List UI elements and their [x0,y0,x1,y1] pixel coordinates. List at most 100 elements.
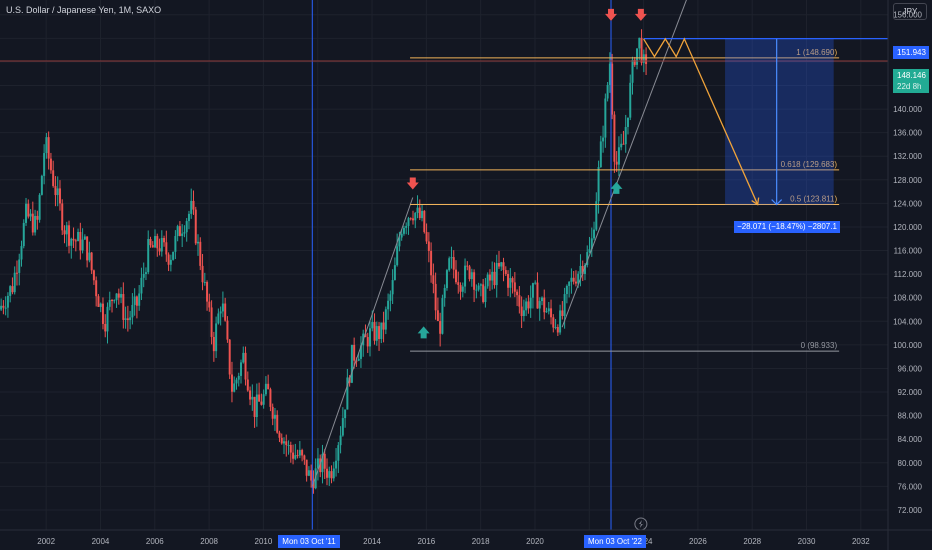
candle-body [568,281,571,286]
candle-body [339,435,342,446]
candle-body [645,54,648,65]
candle-body [135,296,138,306]
candle-body [484,286,487,302]
candle-body [267,383,270,390]
candle-body [192,200,195,210]
candle-body [430,250,433,276]
candle-body [534,282,537,284]
candle-body [81,239,84,251]
price-tick-label: 88.000 [898,412,923,421]
candle-body [613,114,616,162]
time-tag-left: Mon 03 Oct '11 [278,535,340,548]
candle-body [269,389,272,407]
candle-body [572,277,575,282]
candle-body [414,212,417,221]
candle-body [493,271,496,286]
candle-body [536,282,539,309]
candle-body [240,362,243,376]
candle-body [0,305,3,310]
candle-body [298,450,301,456]
candle-body [615,161,618,165]
down-arrow-icon [605,8,618,21]
candle-body [497,263,500,267]
candle-body [375,326,378,341]
candle-body [144,272,147,274]
candle-body [337,445,340,461]
candle-body [629,82,632,118]
candle-body [608,63,611,85]
candle-body [346,377,349,410]
up-arrow-icon [417,326,430,339]
price-tick-label: 92.000 [898,388,923,397]
candle-body [491,271,494,281]
currency-badge[interactable]: JPY [893,3,927,20]
candle-body [581,265,584,274]
candle-body [147,238,150,273]
candle-body [149,238,152,246]
time-tick-label: 2014 [363,537,381,546]
candle-body [502,262,505,271]
candle-body [61,203,64,231]
candle-body [640,37,643,63]
time-tick-label: 2002 [37,537,55,546]
candle-body [559,310,562,333]
candle-body [224,303,227,321]
candle-body [158,248,161,252]
candle-body [316,458,319,469]
candle-body [427,241,430,251]
candle-body [49,158,52,171]
candle-body [393,265,396,281]
candle-body [226,320,229,340]
candle-body [595,201,598,230]
candle-body [255,394,258,417]
candle-body [63,230,66,235]
price-tick-label: 80.000 [898,459,923,468]
down-arrow-icon [406,177,419,190]
candle-body [296,455,299,457]
candle-body [464,265,467,287]
candle-body [642,54,645,63]
candle-body [543,297,546,313]
time-tick-label: 2018 [472,537,490,546]
candle-body [174,236,177,252]
candle-body [448,258,451,271]
candle-body [507,273,510,288]
candle-body [310,470,313,481]
candle-body [373,322,376,341]
symbol-title: U.S. Dollar / Japanese Yen, 1M, SAXO [6,5,162,15]
candle-body [47,137,50,159]
candle-body [169,259,172,265]
time-tick-label: 2010 [255,537,273,546]
candle-body [233,383,236,392]
candle-body [538,301,541,309]
price-tick-label: 128.000 [893,176,922,185]
candle-body [56,188,59,196]
candle-body [217,313,220,324]
candle-body [86,236,89,261]
candle-body [314,468,317,489]
candle-body [611,63,614,115]
candle-body [355,360,358,362]
time-tick-label: 2020 [526,537,544,546]
candle-body [34,215,37,233]
candle-body [129,317,132,321]
price-tick-label: 124.000 [893,199,922,208]
candle-body [31,213,34,233]
candle-body [479,284,482,286]
price-tick-label: 140.000 [893,105,922,114]
candle-body [468,266,471,280]
candle-body [624,126,627,145]
candle-body [398,237,401,247]
candle-body [97,296,100,307]
drawing-overlays: 1 (148.690) 0.618 (129.683) 0.5 (123.811) 0… [0,0,888,531]
candle-body [176,226,179,237]
candle-body [242,352,245,363]
candle-body [206,282,209,302]
projection-path [643,37,759,205]
candle-body [583,264,586,274]
candle-body [160,237,163,252]
price-tick-label: 100.000 [893,341,922,350]
fib-level-label: 0 (98.933) [801,341,838,350]
candle-body [332,468,335,479]
